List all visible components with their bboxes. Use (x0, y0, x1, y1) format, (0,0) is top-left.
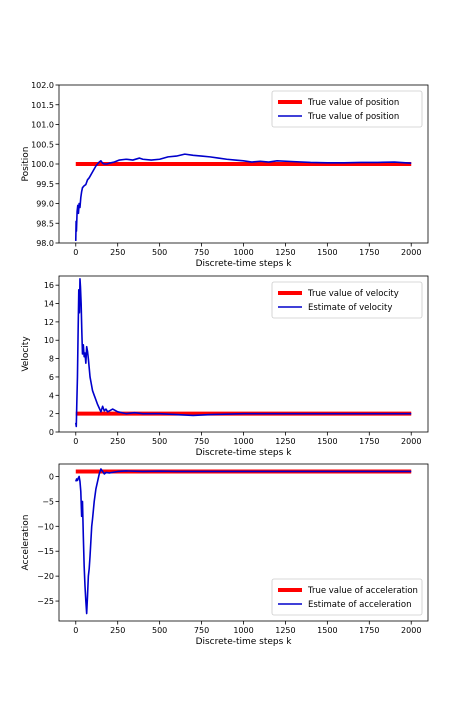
y-tick-label: 102.0 (31, 81, 54, 90)
x-tick-label: 1500 (317, 626, 337, 635)
y-axis-label: Position (21, 146, 31, 181)
x-tick-label: 2000 (401, 626, 421, 635)
legend: True value of position True value of posi… (271, 90, 423, 128)
y-tick-label: 8 (49, 355, 54, 364)
x-tick-label: 1250 (275, 437, 295, 446)
y-tick-label: −10 (37, 522, 54, 531)
legend-entry: True value of position (307, 112, 399, 122)
x-tick-label: 500 (152, 248, 167, 257)
legend: True value of acceleration Estimate of ac… (271, 578, 423, 616)
legend-box (271, 281, 423, 319)
estimate-line (75, 468, 412, 615)
x-tick-label: 1000 (233, 437, 253, 446)
x-tick-label: 1500 (317, 248, 337, 257)
x-tick-label: 0 (73, 437, 78, 446)
x-tick-label: 1250 (275, 248, 295, 257)
y-tick-label: 100.0 (31, 160, 54, 169)
y-tick-label: −15 (37, 547, 54, 556)
x-tick-label: 1750 (359, 437, 379, 446)
x-tick-label: 1250 (275, 626, 295, 635)
x-tick-label: 250 (110, 437, 125, 446)
x-tick-label: 1000 (233, 248, 253, 257)
x-tick-label: 250 (110, 626, 125, 635)
x-axis-label: Discrete-time steps k (196, 448, 293, 458)
legend-box (271, 90, 423, 128)
y-tick-label: 16 (44, 281, 54, 290)
y-tick-label: −25 (37, 597, 54, 606)
y-tick-label: 0 (49, 472, 54, 481)
x-tick-label: 250 (110, 248, 125, 257)
y-tick-label: 10 (44, 336, 54, 345)
y-tick-label: 14 (44, 300, 54, 309)
estimate-line (74, 153, 412, 242)
y-tick-label: 99.0 (36, 200, 54, 209)
y-tick-label: 6 (49, 373, 54, 382)
x-axis-label: Discrete-time steps k (196, 259, 293, 269)
y-tick-label: −5 (42, 497, 54, 506)
x-tick-label: 1750 (359, 248, 379, 257)
y-tick-label: 98.5 (36, 219, 54, 228)
x-tick-label: 1750 (359, 626, 379, 635)
legend-box (271, 578, 423, 616)
x-tick-label: 750 (194, 626, 209, 635)
chart-2: 0 250 500 750 1000 1250 1500 1750 2000 0 2 4 6 8 10 12 1… (21, 275, 429, 458)
y-tick-label: 99.5 (36, 180, 54, 189)
y-tick-label: 101.5 (31, 101, 54, 110)
chart-1: 0 250 500 750 1000 1250 1500 1750 2000 98.0 98.5 99… (21, 81, 429, 269)
x-tick-label: 750 (194, 248, 209, 257)
y-axis-label: Acceleration (21, 515, 31, 571)
legend-entry: True value of position (307, 98, 399, 108)
legend-entry: Estimate of velocity (308, 303, 392, 313)
y-tick-label: 4 (49, 391, 54, 400)
legend-entry: Estimate of acceleration (308, 600, 412, 610)
y-tick-label: 2 (49, 410, 54, 419)
legend-entry: True value of velocity (307, 289, 399, 299)
x-tick-label: 750 (194, 437, 209, 446)
chart-3: 0 250 500 750 1000 1250 1500 1750 2000 −25 −20 −15 −… (21, 463, 429, 647)
x-tick-label: 1500 (317, 437, 337, 446)
x-tick-label: 500 (152, 626, 167, 635)
x-tick-label: 2000 (401, 248, 421, 257)
x-tick-label: 0 (73, 248, 78, 257)
y-tick-label: −20 (37, 572, 54, 581)
y-axis-label: Velocity (21, 336, 31, 372)
y-tick-label: 12 (44, 318, 54, 327)
x-tick-label: 1000 (233, 626, 253, 635)
y-tick-label: 0 (49, 428, 54, 437)
x-axis-label: Discrete-time steps k (196, 637, 293, 647)
x-tick-label: 0 (73, 626, 78, 635)
estimate-line (74, 277, 412, 428)
x-tick-label: 2000 (401, 437, 421, 446)
x-tick-label: 500 (152, 437, 167, 446)
legend-entry: True value of acceleration (307, 586, 418, 596)
y-tick-label: 101.0 (31, 121, 54, 130)
y-tick-label: 98.0 (36, 239, 54, 248)
y-tick-label: 100.5 (31, 140, 54, 149)
legend: True value of velocity Estimate of veloci… (271, 281, 423, 319)
